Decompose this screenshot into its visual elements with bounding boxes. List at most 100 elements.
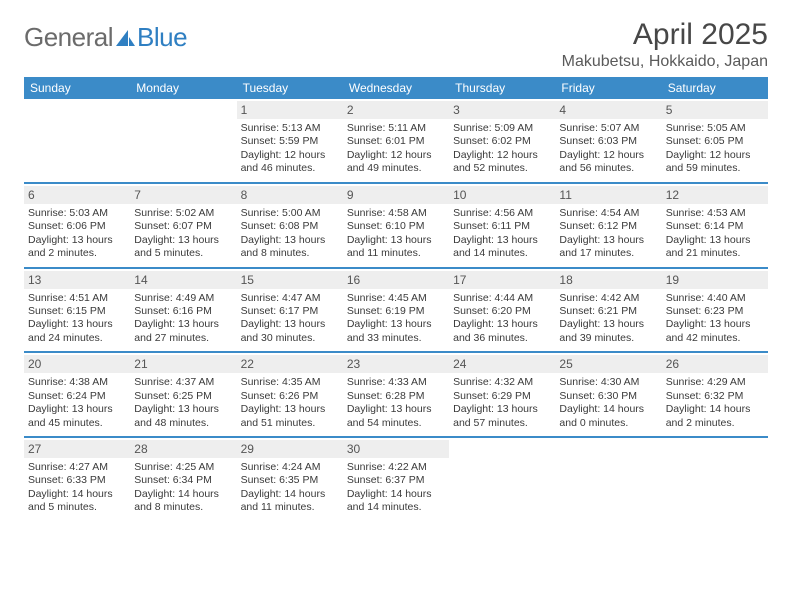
day-of-week-header: Monday <box>130 77 236 99</box>
day-body: Sunrise: 4:49 AMSunset: 6:16 PMDaylight:… <box>134 292 232 346</box>
day-dl1: Daylight: 13 hours <box>134 234 232 247</box>
day-body: Sunrise: 4:35 AMSunset: 6:26 PMDaylight:… <box>241 376 339 430</box>
day-dl1: Daylight: 14 hours <box>347 488 445 501</box>
day-cell: 17 Sunrise: 4:44 AMSunset: 6:20 PMDayligh… <box>449 268 555 352</box>
day-dl2: and 14 minutes. <box>347 501 445 514</box>
day-number: 7 <box>130 186 236 204</box>
day-body: Sunrise: 4:45 AMSunset: 6:19 PMDaylight:… <box>347 292 445 346</box>
day-dl1: Daylight: 12 hours <box>559 149 657 162</box>
title-block: April 2025 Makubetsu, Hokkaido, Japan <box>562 18 768 71</box>
day-dl2: and 36 minutes. <box>453 332 551 345</box>
week-row: 20Sunrise: 4:38 AMSunset: 6:24 PMDayligh… <box>24 352 768 436</box>
logo-text-blue: Blue <box>137 22 187 53</box>
day-number: 20 <box>24 355 130 373</box>
day-cell: 29Sunrise: 4:24 AMSunset: 6:35 PMDayligh… <box>237 437 343 521</box>
day-number: 11 <box>555 186 661 204</box>
day-dl2: and 5 minutes. <box>134 247 232 260</box>
day-body: Sunrise: 5:05 AMSunset: 6:05 PMDaylight:… <box>666 122 764 176</box>
day-dl1: Daylight: 13 hours <box>453 403 551 416</box>
day-dl1: Daylight: 13 hours <box>28 234 126 247</box>
day-cell: 2Sunrise: 5:11 AMSunset: 6:01 PMDaylight… <box>343 99 449 182</box>
day-sunset: Sunset: 6:17 PM <box>241 305 339 318</box>
day-sunrise: Sunrise: 4:30 AM <box>559 376 657 389</box>
day-dl2: and 27 minutes. <box>134 332 232 345</box>
day-sunset: Sunset: 6:33 PM <box>28 474 126 487</box>
day-dl1: Daylight: 13 hours <box>559 234 657 247</box>
day-body: Sunrise: 4:53 AMSunset: 6:14 PMDaylight:… <box>666 207 764 261</box>
day-sunrise: Sunrise: 4:54 AM <box>559 207 657 220</box>
day-sunset: Sunset: 6:32 PM <box>666 390 764 403</box>
day-dl2: and 5 minutes. <box>28 501 126 514</box>
day-body: Sunrise: 4:29 AMSunset: 6:32 PMDaylight:… <box>666 376 764 430</box>
day-dl2: and 0 minutes. <box>559 417 657 430</box>
day-dl1: Daylight: 12 hours <box>347 149 445 162</box>
logo-sail-icon <box>114 28 136 48</box>
day-number: 29 <box>237 440 343 458</box>
day-number: 19 <box>662 271 768 289</box>
day-body: Sunrise: 5:07 AMSunset: 6:03 PMDaylight:… <box>559 122 657 176</box>
day-number: 10 <box>449 186 555 204</box>
day-sunset: Sunset: 6:10 PM <box>347 220 445 233</box>
day-sunset: Sunset: 6:05 PM <box>666 135 764 148</box>
day-cell: 6Sunrise: 5:03 AMSunset: 6:06 PMDaylight… <box>24 183 130 267</box>
day-cell: 30Sunrise: 4:22 AMSunset: 6:37 PMDayligh… <box>343 437 449 521</box>
day-dl1: Daylight: 13 hours <box>559 318 657 331</box>
day-number: 17 <box>449 271 555 289</box>
logo: General Blue <box>24 18 187 53</box>
day-dl1: Daylight: 14 hours <box>28 488 126 501</box>
day-sunset: Sunset: 5:59 PM <box>241 135 339 148</box>
day-dl2: and 8 minutes. <box>241 247 339 260</box>
day-sunset: Sunset: 6:35 PM <box>241 474 339 487</box>
day-dl2: and 17 minutes. <box>559 247 657 260</box>
day-body: Sunrise: 4:44 AMSunset: 6:20 PMDaylight:… <box>453 292 551 346</box>
day-number: 21 <box>130 355 236 373</box>
day-dl2: and 45 minutes. <box>28 417 126 430</box>
day-dl1: Daylight: 13 hours <box>347 234 445 247</box>
week-row: 1Sunrise: 5:13 AMSunset: 5:59 PMDaylight… <box>24 99 768 182</box>
day-cell: 20Sunrise: 4:38 AMSunset: 6:24 PMDayligh… <box>24 352 130 436</box>
day-body: Sunrise: 5:13 AMSunset: 5:59 PMDaylight:… <box>241 122 339 176</box>
day-sunset: Sunset: 6:11 PM <box>453 220 551 233</box>
month-title: April 2025 <box>562 18 768 51</box>
day-dl1: Daylight: 14 hours <box>666 403 764 416</box>
location-label: Makubetsu, Hokkaido, Japan <box>562 53 768 71</box>
day-dl1: Daylight: 13 hours <box>28 403 126 416</box>
day-cell: 10Sunrise: 4:56 AMSunset: 6:11 PMDayligh… <box>449 183 555 267</box>
day-sunrise: Sunrise: 4:33 AM <box>347 376 445 389</box>
day-number: 5 <box>662 101 768 119</box>
day-cell: 13Sunrise: 4:51 AMSunset: 6:15 PMDayligh… <box>24 268 130 352</box>
day-dl1: Daylight: 14 hours <box>559 403 657 416</box>
day-dl2: and 24 minutes. <box>28 332 126 345</box>
day-sunrise: Sunrise: 4:22 AM <box>347 461 445 474</box>
day-sunrise: Sunrise: 4:45 AM <box>347 292 445 305</box>
day-number: 30 <box>343 440 449 458</box>
day-number: 3 <box>449 101 555 119</box>
day-number: 27 <box>24 440 130 458</box>
day-body: Sunrise: 5:00 AMSunset: 6:08 PMDaylight:… <box>241 207 339 261</box>
day-sunrise: Sunrise: 4:32 AM <box>453 376 551 389</box>
day-body: Sunrise: 4:54 AMSunset: 6:12 PMDaylight:… <box>559 207 657 261</box>
day-body: Sunrise: 5:09 AMSunset: 6:02 PMDaylight:… <box>453 122 551 176</box>
day-of-week-header: Wednesday <box>343 77 449 99</box>
day-of-week-header: Tuesday <box>237 77 343 99</box>
day-number: 25 <box>555 355 661 373</box>
day-sunset: Sunset: 6:24 PM <box>28 390 126 403</box>
day-dl2: and 56 minutes. <box>559 162 657 175</box>
day-cell: 4 Sunrise: 5:07 AMSunset: 6:03 PMDaylight… <box>555 99 661 182</box>
day-sunrise: Sunrise: 5:02 AM <box>134 207 232 220</box>
day-cell: 27 Sunrise: 4:27 AMSunset: 6:33 PMDayligh… <box>24 437 130 521</box>
day-sunrise: Sunrise: 4:27 AM <box>28 461 126 474</box>
day-sunset: Sunset: 6:19 PM <box>347 305 445 318</box>
page-header: General Blue April 2025 Makubetsu, Hokka… <box>24 18 768 71</box>
day-sunrise: Sunrise: 5:05 AM <box>666 122 764 135</box>
day-of-week-header: Thursday <box>449 77 555 99</box>
day-number: 13 <box>24 271 130 289</box>
day-body: Sunrise: 4:58 AMSunset: 6:10 PMDaylight:… <box>347 207 445 261</box>
day-cell: 28Sunrise: 4:25 AMSunset: 6:34 PMDayligh… <box>130 437 236 521</box>
logo-text-gray: General <box>24 22 113 53</box>
day-sunrise: Sunrise: 4:56 AM <box>453 207 551 220</box>
day-cell <box>130 99 236 182</box>
day-dl2: and 14 minutes. <box>453 247 551 260</box>
day-number: 4 <box>555 101 661 119</box>
day-dl1: Daylight: 12 hours <box>666 149 764 162</box>
